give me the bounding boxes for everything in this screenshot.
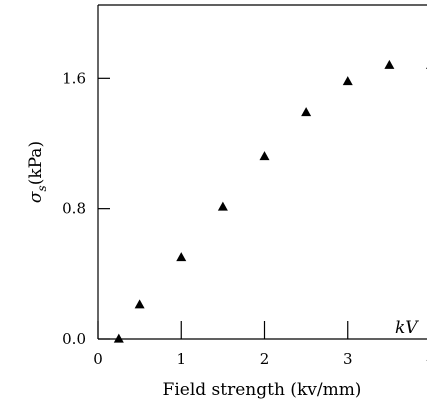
y-axis-title-subscript: s — [35, 185, 49, 191]
x-ticks: 01234 — [93, 321, 427, 368]
data-points — [113, 59, 427, 343]
x-axis-title: Field strength (kv/mm) — [163, 380, 362, 400]
data-point-marker — [384, 59, 395, 69]
y-tick-label: 0.8 — [62, 200, 86, 218]
y-axis-title-symbol: σ — [26, 191, 46, 203]
plot-frame — [97, 4, 427, 340]
y-ticks: 0.0 0.8 1.6 — [62, 69, 110, 348]
x-tick-label: 3 — [343, 350, 353, 368]
data-point-marker — [134, 299, 145, 309]
data-point-marker — [176, 252, 187, 262]
y-axis-title-unit: (kPa) — [26, 141, 46, 185]
x-tick-label: 1 — [176, 350, 186, 368]
x-tick-label: 2 — [260, 350, 270, 368]
data-point-marker — [113, 333, 124, 343]
y-axis-title: σs(kPa) — [26, 141, 49, 203]
data-point-marker — [259, 151, 270, 161]
y-tick-label: 0.0 — [62, 330, 86, 348]
data-point-marker — [301, 107, 312, 117]
data-point-marker — [217, 201, 228, 211]
unit-annotation: kV — [395, 318, 419, 338]
x-tick-label: 0 — [93, 350, 103, 368]
data-point-marker — [342, 76, 353, 86]
y-tick-label: 1.6 — [62, 69, 86, 87]
